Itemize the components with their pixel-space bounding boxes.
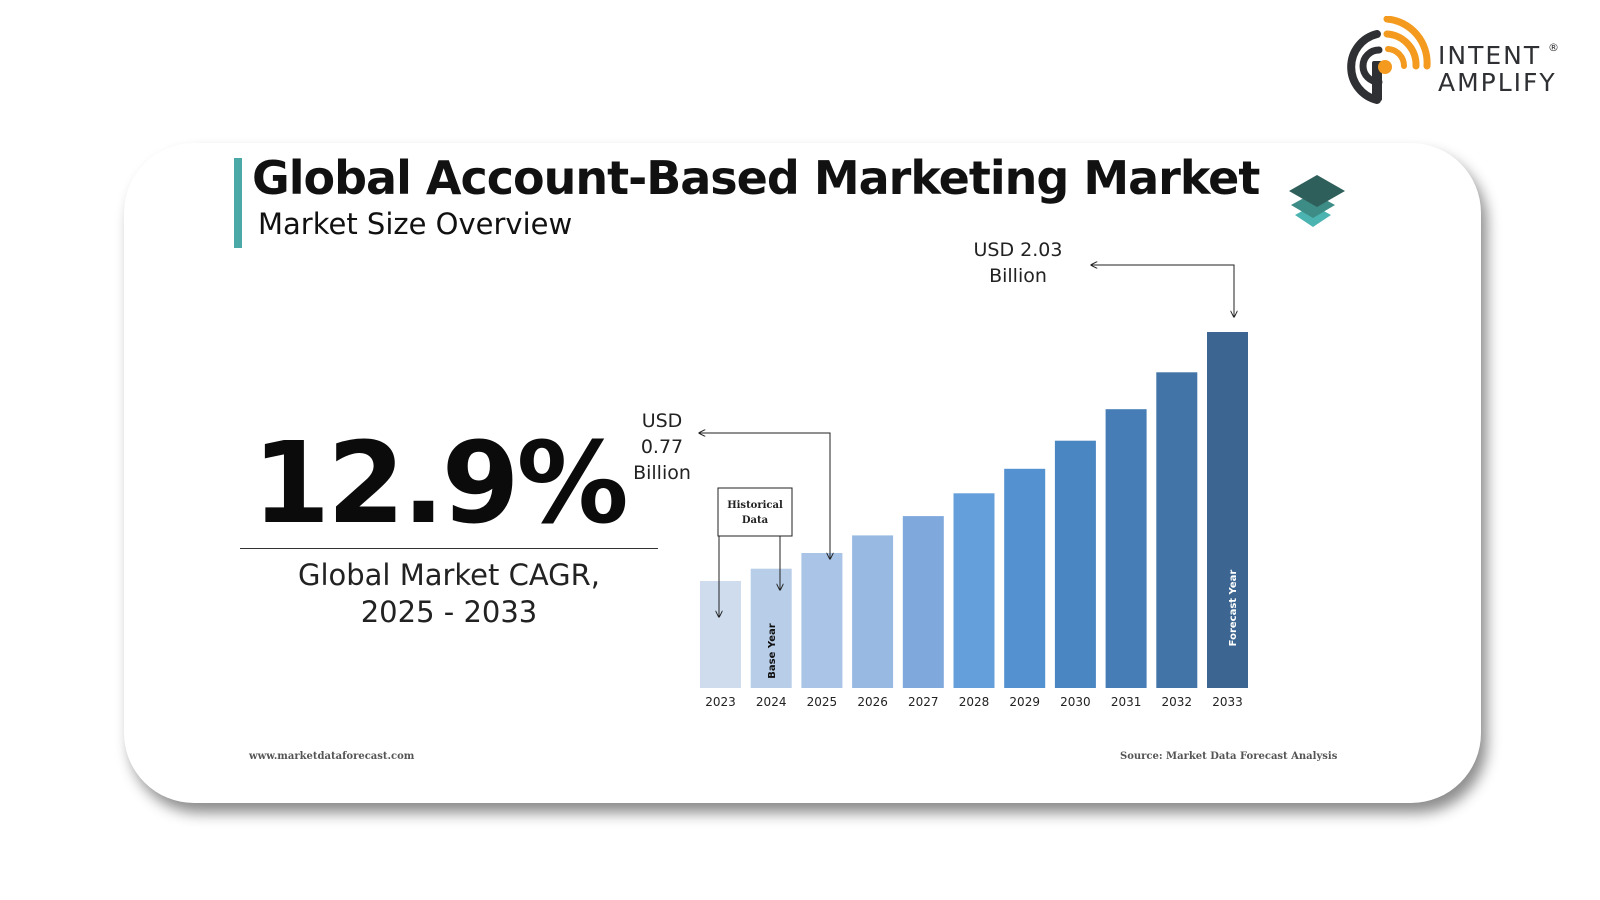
brand-wordmark: INTENT AMPLIFY ® xyxy=(1438,41,1559,97)
footer-source: Source: Market Data Forecast Analysis xyxy=(1120,751,1338,762)
bar-2030 xyxy=(1054,440,1096,688)
end-value-arrow xyxy=(1091,265,1234,317)
forecast-year-label: Forecast Year xyxy=(1228,570,1239,647)
signal-target-icon xyxy=(1347,16,1431,104)
x-tick-2032: 2032 xyxy=(1162,695,1193,709)
footer-website: www.marketdataforecast.com xyxy=(249,751,415,762)
end-value-label-line-1: USD 2.03 xyxy=(974,239,1063,261)
brand-line-1: INTENT xyxy=(1438,41,1542,70)
bar-group xyxy=(700,332,1248,688)
brand-registered-mark: ® xyxy=(1548,41,1561,54)
start-value-label-line-3: Billion xyxy=(633,462,691,484)
page-subtitle: Market Size Overview xyxy=(258,207,573,241)
end-value-label-line-2: Billion xyxy=(989,265,1047,287)
x-tick-labels: 2023 2024 2025 2026 2027 2028 2029 2030 2031 2032… xyxy=(705,695,1243,709)
brand-logo: INTENT AMPLIFY ® xyxy=(1338,16,1588,108)
start-value-label-line-2: 0.77 xyxy=(641,436,683,458)
bar-2027 xyxy=(902,516,944,688)
x-tick-2031: 2031 xyxy=(1111,695,1142,709)
bar-2026 xyxy=(852,535,894,688)
start-value-arrow xyxy=(699,433,830,559)
brand-line-2: AMPLIFY xyxy=(1438,68,1557,97)
x-tick-2023: 2023 xyxy=(705,695,736,709)
cagr-label-line-2: 2025 - 2033 xyxy=(360,595,538,629)
historical-data-label-line-1: Historical xyxy=(727,500,783,511)
bar-2023 xyxy=(700,581,741,688)
historical-data-label-line-2: Data xyxy=(742,515,769,526)
bar-2029 xyxy=(1004,468,1046,688)
layers-icon xyxy=(1289,175,1345,227)
base-year-label: Base Year xyxy=(767,623,778,678)
x-tick-2026: 2026 xyxy=(857,695,888,709)
infographic-card: Global Account-Based Marketing Market Ma… xyxy=(124,143,1481,803)
bar-2024 xyxy=(750,568,792,688)
x-tick-2033: 2033 xyxy=(1212,695,1243,709)
x-tick-2025: 2025 xyxy=(807,695,838,709)
x-tick-2024: 2024 xyxy=(756,695,787,709)
x-tick-2027: 2027 xyxy=(908,695,939,709)
cagr-label-line-1: Global Market CAGR, xyxy=(297,558,601,592)
x-tick-2030: 2030 xyxy=(1060,695,1091,709)
page-title: Global Account-Based Marketing Market xyxy=(252,151,1260,205)
x-tick-2029: 2029 xyxy=(1009,695,1040,709)
bar-2025 xyxy=(801,553,843,688)
x-tick-2028: 2028 xyxy=(959,695,990,709)
market-size-bar-chart: 2023 2024 2025 2026 2027 2028 2029 2030 2031 2032… xyxy=(633,239,1248,709)
historical-data-box xyxy=(717,487,793,537)
bar-2028 xyxy=(953,493,995,688)
bar-2033 xyxy=(1207,332,1248,688)
start-value-label-line-1: USD xyxy=(642,410,683,432)
bar-2032 xyxy=(1156,372,1198,688)
cagr-divider xyxy=(240,548,658,549)
cagr-label: Global Market CAGR, 2025 - 2033 xyxy=(240,557,658,631)
cagr-value: 12.9% xyxy=(252,419,629,549)
title-accent-bar xyxy=(234,158,242,248)
bar-2031 xyxy=(1105,409,1147,688)
